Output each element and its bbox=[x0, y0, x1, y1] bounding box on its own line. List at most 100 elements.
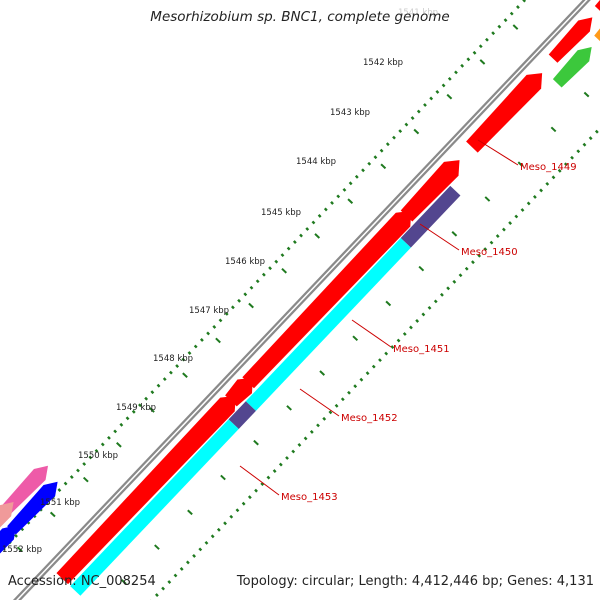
ruler-tick bbox=[502, 228, 506, 232]
ruler-tick bbox=[250, 286, 254, 290]
ruler-tick bbox=[552, 175, 556, 179]
ruler-tick bbox=[527, 202, 531, 206]
ruler-tick bbox=[576, 149, 580, 153]
ruler-tick bbox=[155, 593, 159, 597]
ruler-tick bbox=[397, 339, 401, 343]
ruler-tick bbox=[243, 292, 247, 296]
ruler-tick bbox=[473, 51, 477, 55]
ruler-tick bbox=[262, 273, 266, 277]
ruler-tick bbox=[440, 293, 444, 297]
label-leader-line bbox=[420, 224, 459, 250]
ruler-major-tick bbox=[287, 406, 291, 410]
ruler-tick bbox=[423, 103, 427, 107]
ruler-tick bbox=[76, 469, 80, 473]
ruler-tick bbox=[335, 404, 339, 408]
ruler-label: 1545 kbp bbox=[261, 208, 301, 218]
ruler-tick bbox=[316, 423, 320, 427]
ruler-tick bbox=[448, 77, 452, 81]
ruler-tick bbox=[175, 364, 179, 368]
ruler-tick bbox=[491, 31, 495, 35]
ruler-tick bbox=[119, 423, 123, 427]
ruler-tick bbox=[194, 345, 198, 349]
ruler-tick bbox=[496, 234, 500, 238]
gene-label-meso-1450[interactable]: Meso_1450 bbox=[461, 247, 518, 258]
ruler-major-tick bbox=[117, 443, 121, 447]
ruler-tick bbox=[206, 332, 210, 336]
ruler-major-tick bbox=[315, 234, 319, 238]
ruler-tick bbox=[465, 267, 469, 271]
ruler-tick bbox=[101, 442, 105, 446]
ruler-major-tick bbox=[414, 129, 418, 133]
ruler-tick bbox=[378, 358, 382, 362]
ruler-tick bbox=[229, 515, 233, 519]
ruler-tick bbox=[310, 430, 314, 434]
ruler-tick bbox=[386, 142, 390, 146]
ruler-tick bbox=[217, 528, 221, 532]
ruler-major-tick bbox=[452, 232, 456, 236]
ruler-label: 1550 kbp bbox=[78, 451, 118, 461]
ruler-tick bbox=[287, 247, 291, 251]
label-leader-line bbox=[352, 320, 391, 347]
ruler-tick bbox=[404, 123, 408, 127]
ruler-tick bbox=[367, 162, 371, 166]
ruler-tick bbox=[157, 384, 161, 388]
ruler-tick bbox=[411, 116, 415, 120]
ruler-tick bbox=[343, 188, 347, 192]
gene-label-meso-1452[interactable]: Meso_1452 bbox=[341, 413, 398, 424]
ruler-tick bbox=[392, 136, 396, 140]
gene-label-meso-1449[interactable]: Meso_1449 bbox=[520, 162, 577, 173]
ruler-tick bbox=[298, 443, 302, 447]
ruler-label: 1547 kbp bbox=[189, 306, 229, 316]
ruler-tick bbox=[435, 90, 439, 94]
ruler-tick bbox=[248, 495, 252, 499]
ruler-tick bbox=[144, 397, 148, 401]
ruler-tick bbox=[459, 273, 463, 277]
ruler-tick bbox=[485, 38, 489, 42]
ruler-label: 1549 kbp bbox=[116, 403, 156, 413]
ruler-tick bbox=[497, 25, 501, 29]
ruler-tick bbox=[279, 463, 283, 467]
ruler-tick bbox=[361, 168, 365, 172]
ruler-tick bbox=[256, 279, 260, 283]
ruler-major-tick bbox=[183, 373, 187, 377]
ruler-tick bbox=[273, 469, 277, 473]
ruler-label: 1544 kbp bbox=[296, 157, 336, 167]
ruler-major-tick bbox=[188, 510, 192, 514]
label-leader-line bbox=[240, 466, 279, 495]
ruler-major-tick bbox=[216, 338, 220, 342]
ruler-label: 1543 kbp bbox=[330, 108, 370, 118]
ruler-tick bbox=[460, 64, 464, 68]
ruler-major-tick bbox=[249, 304, 253, 308]
gene-meso-1453 bbox=[70, 419, 239, 595]
ruler-label: 1546 kbp bbox=[225, 257, 265, 267]
genome-title: Mesorhizobium sp. BNC1, complete genome bbox=[0, 9, 600, 25]
accession-text: Accession: NC_008254 bbox=[8, 574, 156, 589]
ruler-major-tick bbox=[353, 336, 357, 340]
ruler-major-tick bbox=[348, 199, 352, 203]
gene-label-meso-1451[interactable]: Meso_1451 bbox=[393, 344, 450, 355]
ruler-tick bbox=[304, 437, 308, 441]
ruler-tick bbox=[64, 482, 68, 486]
ruler-major-tick bbox=[551, 127, 555, 131]
ruler-major-tick bbox=[485, 197, 489, 201]
ruler-tick bbox=[231, 305, 235, 309]
ruler-tick bbox=[212, 325, 216, 329]
ruler-tick bbox=[318, 214, 322, 218]
ruler-major-tick bbox=[480, 60, 484, 64]
ruler-tick bbox=[200, 338, 204, 342]
ruler-tick bbox=[322, 417, 326, 421]
ruler-tick bbox=[490, 241, 494, 245]
ruler-tick bbox=[312, 221, 316, 225]
ruler-tick bbox=[341, 397, 345, 401]
ruler-tick bbox=[169, 371, 173, 375]
ruler-tick bbox=[198, 547, 202, 551]
genome-summary-text: Topology: circular; Length: 4,412,446 bp… bbox=[237, 574, 594, 589]
gene-label-meso-1453[interactable]: Meso_1453 bbox=[281, 492, 338, 503]
ruler-tick bbox=[442, 84, 446, 88]
ruler-tick bbox=[205, 541, 209, 545]
ruler-tick bbox=[384, 352, 388, 356]
ruler-tick bbox=[330, 201, 334, 205]
